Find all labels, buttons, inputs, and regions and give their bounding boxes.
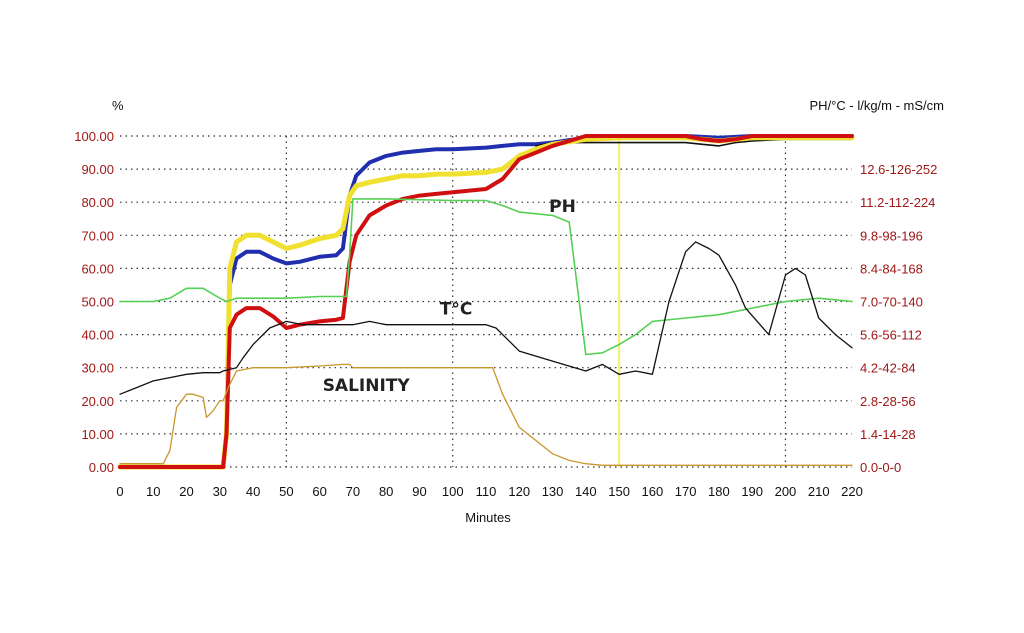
x-tick-label: 210 (808, 484, 830, 499)
right-tick-label: 9.8-98-196 (860, 228, 923, 243)
x-tick-label: 140 (575, 484, 597, 499)
x-tick-label: 190 (741, 484, 763, 499)
series-layer (117, 134, 855, 470)
x-tick-label: 170 (675, 484, 697, 499)
x-tick-label: 100 (442, 484, 464, 499)
right-tick-label: 7.0-70-140 (860, 295, 923, 310)
left-tick-label: 80.00 (81, 195, 114, 210)
x-tick-label: 150 (608, 484, 630, 499)
x-tick-label: 200 (775, 484, 797, 499)
left-tick-label: 70.00 (81, 228, 114, 243)
right-axis-ticks: 0.0-0-0 1.4-14-28 2.8-28-56 4.2-42-84 5.6-56… (860, 162, 937, 475)
annotation-label: SALINITY (323, 376, 411, 396)
right-tick-label: 8.4-84-168 (860, 261, 923, 276)
left-axis-ticks: 0.00 10.00 20.00 30.00 40.00 50.00 60.00 70.00 8… (74, 129, 114, 475)
series-line-7 (119, 363, 853, 466)
x-tick-label: 50 (279, 484, 293, 499)
right-tick-label: 12.6-126-252 (860, 162, 937, 177)
left-tick-label: 100.00 (74, 129, 114, 144)
right-tick-label: 1.4-14-28 (860, 427, 916, 442)
left-tick-label: 60.00 (81, 261, 114, 276)
left-tick-label: 40.00 (81, 328, 114, 343)
x-tick-label: 70 (346, 484, 360, 499)
left-tick-label: 50.00 (81, 295, 114, 310)
annotations: PH T°C SALINITY (323, 197, 576, 396)
x-tick-label: 80 (379, 484, 393, 499)
x-tick-label: 60 (312, 484, 326, 499)
x-tick-label: 10 (146, 484, 160, 499)
right-tick-label: 2.8-28-56 (860, 394, 916, 409)
x-tick-label: 0 (116, 484, 123, 499)
x-axis-title: Minutes (465, 510, 511, 525)
left-tick-label: 20.00 (81, 394, 114, 409)
x-tick-label: 160 (642, 484, 664, 499)
x-tick-label: 30 (213, 484, 227, 499)
x-tick-label: 40 (246, 484, 260, 499)
left-axis-title: % (112, 98, 124, 113)
annotation-label: T°C (440, 300, 473, 320)
series-line-6 (119, 241, 853, 395)
x-tick-label: 110 (476, 484, 497, 499)
right-tick-label: 4.2-42-84 (860, 361, 916, 376)
right-tick-label: 11.2-112-224 (860, 195, 935, 210)
right-tick-label: 5.6-56-112 (860, 328, 922, 343)
right-axis-title: PH/°C - l/kg/m - mS/cm (810, 98, 944, 113)
x-tick-label: 90 (412, 484, 426, 499)
left-tick-label: 0.00 (89, 460, 114, 475)
series-line-5 (119, 198, 853, 356)
x-tick-label: 180 (708, 484, 730, 499)
x-tick-label: 220 (841, 484, 863, 499)
x-tick-label: 120 (508, 484, 530, 499)
x-tick-label: 130 (542, 484, 564, 499)
right-tick-label: 0.0-0-0 (860, 460, 901, 475)
x-axis-ticks: 0 10 20 30 40 50 60 70 80 90 100 110 120 130 140 150 160… (116, 484, 862, 499)
series-line-4 (118, 134, 854, 469)
left-tick-label: 90.00 (81, 162, 114, 177)
x-tick-label: 20 (179, 484, 193, 499)
annotation-label: PH (549, 197, 576, 217)
left-tick-label: 30.00 (81, 361, 114, 376)
left-tick-label: 10.00 (81, 427, 114, 442)
